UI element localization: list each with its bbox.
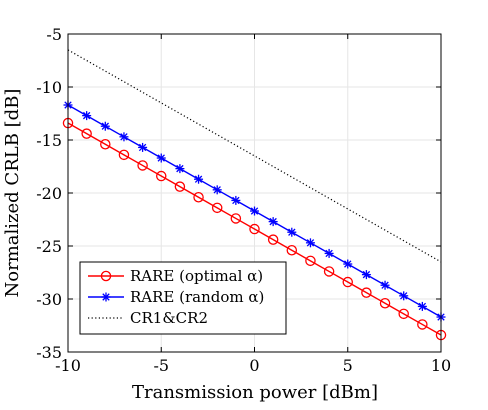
asterisk-stroke — [102, 293, 110, 301]
data-point — [398, 308, 409, 320]
data-point — [379, 297, 391, 309]
data-point — [231, 195, 241, 205]
series-layer — [62, 49, 447, 341]
x-tick-label: 5 — [343, 356, 353, 375]
data-point — [361, 287, 372, 298]
data-point — [194, 174, 204, 184]
legend-entry: RARE (optimal α) — [88, 267, 263, 285]
series-3 — [67, 49, 442, 263]
data-point — [230, 213, 242, 224]
legend-marker — [101, 292, 111, 302]
data-point — [250, 206, 259, 216]
data-point — [155, 170, 167, 182]
asterisk-stroke — [82, 111, 91, 120]
asterisk-stroke — [362, 270, 371, 279]
y-tick-label: -5 — [46, 25, 62, 44]
legend: RARE (optimal α) RARE (random α) CR1&CR2 — [79, 261, 287, 335]
data-point — [100, 121, 110, 131]
series-1 — [62, 117, 447, 341]
data-point — [138, 142, 148, 152]
asterisk-stroke — [269, 217, 277, 226]
data-point — [324, 248, 334, 258]
data-point — [342, 276, 353, 288]
x-axis-label: Transmission power [dBm] — [132, 382, 378, 403]
data-point — [305, 238, 315, 248]
data-point — [249, 223, 260, 235]
series-line — [67, 49, 442, 263]
asterisk-stroke — [250, 207, 259, 215]
data-point — [323, 266, 335, 277]
x-tick-label: -5 — [153, 356, 169, 375]
data-point — [82, 111, 92, 121]
data-point — [417, 301, 427, 311]
y-axis-label: Normalized CRLB [dB] — [2, 89, 23, 298]
data-point — [156, 153, 166, 163]
y-tick-label: -30 — [36, 290, 62, 309]
asterisk-stroke — [418, 302, 427, 311]
asterisk-stroke — [194, 175, 203, 183]
y-tick-label: -10 — [36, 78, 62, 97]
data-point — [175, 164, 185, 174]
series-2 — [63, 100, 446, 322]
legend-entry: RARE (random α) — [88, 288, 264, 306]
x-tick-label: 10 — [431, 356, 451, 375]
y-tick-label: -20 — [36, 184, 62, 203]
asterisk-stroke — [232, 196, 240, 205]
asterisk-stroke — [325, 249, 333, 258]
asterisk-stroke — [306, 239, 315, 247]
data-point — [343, 259, 353, 269]
data-point — [137, 160, 148, 171]
legend-label: CR1&CR2 — [130, 309, 208, 327]
data-point — [399, 291, 409, 301]
y-tick-label: -35 — [36, 343, 62, 362]
series-line — [67, 122, 442, 336]
data-point — [286, 244, 298, 256]
asterisk-stroke — [138, 143, 147, 152]
data-point — [119, 132, 129, 142]
asterisk-stroke — [176, 164, 184, 173]
asterisk-stroke — [400, 292, 408, 300]
asterisk-stroke — [213, 186, 221, 194]
legend-marker — [100, 270, 112, 282]
asterisk-stroke — [288, 228, 296, 236]
data-point — [212, 185, 222, 195]
y-tick-label: -15 — [36, 131, 62, 150]
legend-label: RARE (random α) — [130, 288, 264, 306]
data-point — [100, 138, 111, 150]
legend-label: RARE (optimal α) — [130, 267, 263, 285]
data-point — [118, 149, 130, 161]
asterisk-stroke — [157, 154, 165, 162]
axes: -10 -5 0 5 10 -5 -10 -15 -20 -25 -30 -35 — [36, 25, 451, 375]
legend-entry: CR1&CR2 — [88, 309, 208, 327]
data-point — [174, 181, 186, 192]
data-point — [211, 202, 223, 214]
data-point — [305, 255, 316, 267]
data-point — [380, 280, 390, 290]
data-point — [193, 191, 204, 203]
x-tick-label: -10 — [55, 356, 81, 375]
asterisk-stroke — [344, 260, 352, 268]
data-point — [361, 270, 371, 280]
asterisk-stroke — [101, 122, 109, 130]
data-point — [267, 234, 279, 245]
data-point — [287, 227, 297, 237]
data-point — [268, 217, 278, 227]
asterisk-stroke — [381, 281, 389, 289]
y-tick-label: -25 — [36, 237, 62, 256]
x-tick-label: 0 — [249, 356, 259, 375]
legend-box — [79, 261, 287, 335]
data-point — [81, 128, 92, 139]
asterisk-stroke — [120, 133, 128, 141]
data-point — [417, 319, 428, 330]
